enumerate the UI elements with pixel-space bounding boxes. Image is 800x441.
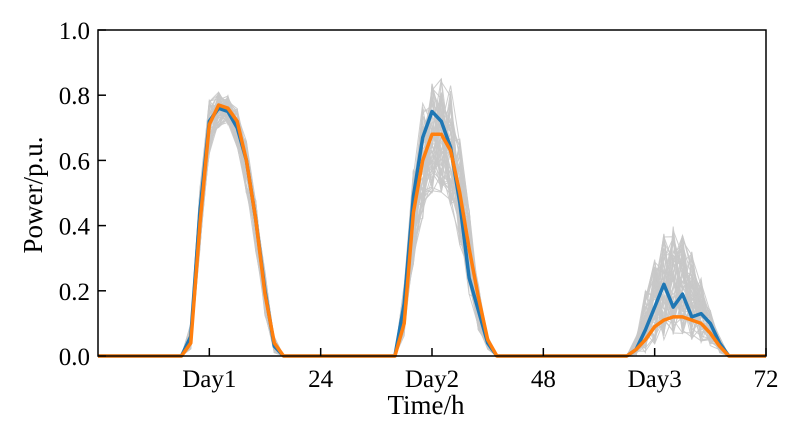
y-tick-label: 0.8 [59,83,90,110]
x-tick-label: Day3 [628,366,682,393]
y-tick-label: 0.2 [59,279,90,306]
x-tick-label: 48 [531,366,556,393]
y-axis-ticks: 0.0 0.2 0.4 0.6 0.8 1.0 [59,18,106,371]
y-tick-label: 0.6 [59,148,90,175]
x-axis-title: Time/h [387,390,465,420]
x-tick-label: Day2 [405,366,459,393]
x-axis-ticks: Day1 24 Day2 48 Day3 72 [182,348,779,393]
y-tick-label: 0.0 [59,344,90,371]
y-tick-label: 0.4 [59,214,91,241]
x-tick-label: 72 [754,366,779,393]
orange-series-line [98,103,766,358]
series-lines [98,103,766,358]
x-tick-label: 24 [308,366,334,393]
scenario-line [98,100,766,357]
scenario-line [98,96,766,357]
y-tick-label: 1.0 [59,18,90,45]
y-axis-title: Power/p.u. [18,137,48,254]
x-tick-label: Day1 [182,366,236,393]
